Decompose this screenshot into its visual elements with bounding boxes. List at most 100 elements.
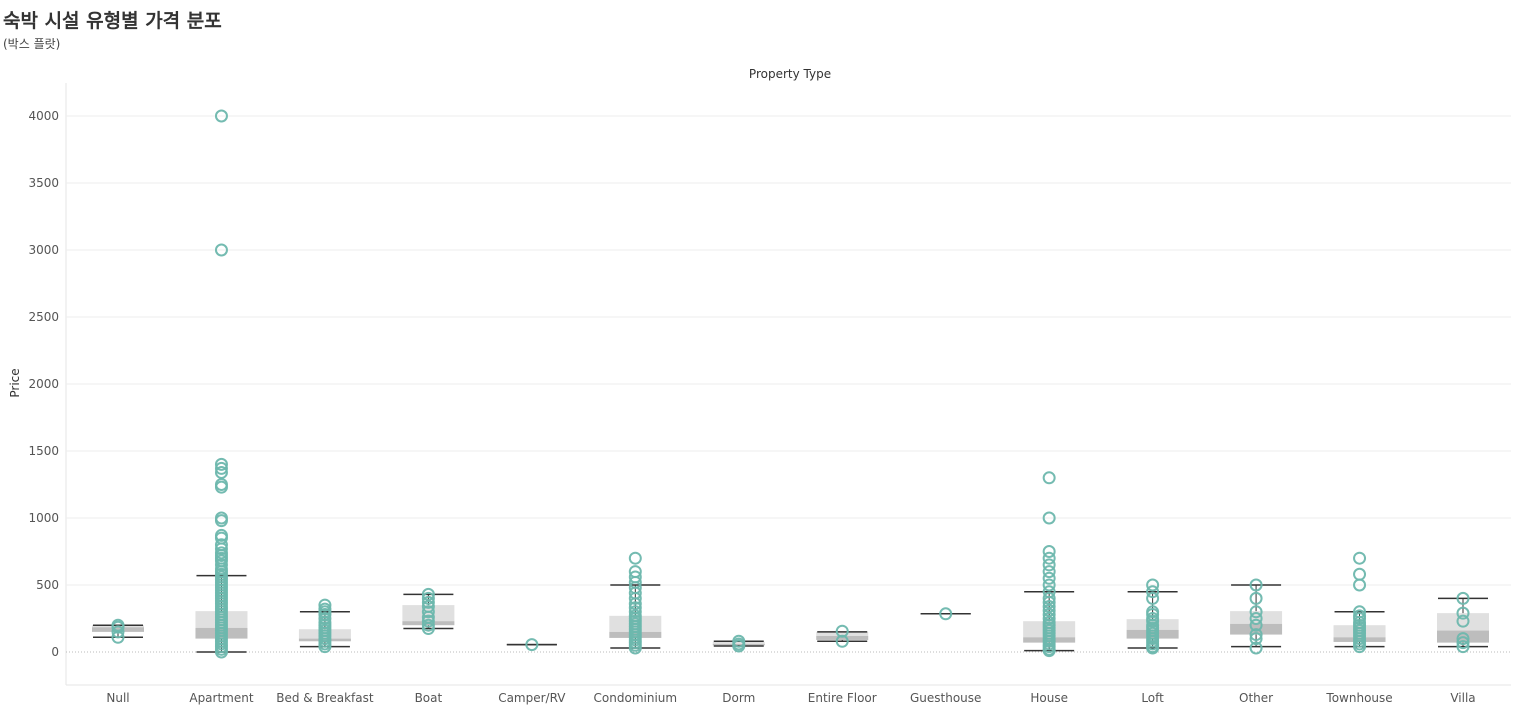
data-point	[421, 587, 435, 601]
data-point	[1146, 578, 1160, 592]
data-point	[421, 591, 435, 605]
data-point	[939, 607, 953, 621]
y-axis-ticks: 0 500 1000 1500 2000 2500 3000 3500 4000	[28, 109, 59, 659]
data-point	[1042, 565, 1056, 579]
data-point	[1042, 571, 1056, 585]
data-point	[318, 598, 332, 612]
y-tick-label: 1500	[28, 444, 59, 458]
data-point	[421, 614, 435, 628]
data-point	[628, 597, 642, 611]
data-point	[1249, 591, 1263, 605]
data-point	[421, 622, 435, 636]
data-point	[1146, 591, 1160, 605]
box-upper	[816, 631, 869, 636]
data-point	[318, 640, 332, 654]
data-point	[1042, 595, 1056, 609]
data-point	[214, 558, 228, 572]
box-lower	[816, 635, 869, 640]
data-point	[1249, 618, 1263, 632]
column-header: Property Type	[749, 67, 831, 81]
y-axis-label: Price	[8, 368, 22, 397]
data-point	[1042, 551, 1056, 565]
data-point	[1456, 614, 1470, 628]
data-point	[1456, 606, 1470, 620]
box-upper	[402, 605, 455, 622]
data-point	[835, 634, 849, 648]
x-tick-label: Dorm	[722, 691, 755, 705]
data-point	[628, 605, 642, 619]
data-point	[1146, 614, 1160, 628]
data-point	[214, 514, 228, 528]
x-tick-label: Townhouse	[1325, 691, 1392, 705]
box-lower	[1023, 637, 1076, 643]
x-tick-label: Apartment	[189, 691, 253, 705]
data-point	[421, 605, 435, 619]
data-point	[1249, 578, 1263, 592]
data-point	[1249, 612, 1263, 625]
data-point	[318, 612, 332, 625]
x-tick-label: Villa	[1450, 691, 1475, 705]
y-tick-label: 0	[51, 645, 59, 659]
data-point	[214, 457, 228, 471]
x-tick-label: Bed & Breakfast	[276, 691, 374, 705]
box-lower	[298, 638, 351, 642]
x-tick-label: Entire Floor	[808, 691, 877, 705]
data-points	[111, 109, 1470, 659]
data-point	[1042, 578, 1056, 592]
y-tick-label: 500	[36, 578, 59, 592]
y-tick-label: 3000	[28, 243, 59, 257]
chart-subtitle: (박스 플랏)	[3, 37, 61, 51]
box-upper	[1437, 613, 1489, 631]
data-point	[1353, 567, 1367, 581]
data-point	[214, 542, 228, 556]
data-point	[1456, 636, 1470, 650]
data-point	[1353, 551, 1367, 565]
data-point	[1249, 632, 1263, 646]
data-point	[111, 625, 125, 639]
data-point	[1042, 511, 1056, 525]
y-tick-label: 2500	[28, 310, 59, 324]
data-point	[214, 109, 228, 123]
x-tick-label: Other	[1239, 691, 1273, 705]
x-tick-label: Boat	[415, 691, 443, 705]
data-point	[628, 641, 642, 655]
data-point	[732, 639, 746, 653]
y-tick-label: 2000	[28, 377, 59, 391]
x-tick-label: House	[1030, 691, 1068, 705]
data-point	[1249, 641, 1263, 655]
data-point	[214, 465, 228, 479]
gridlines	[65, 83, 1511, 686]
x-tick-label: Guesthouse	[910, 691, 981, 705]
data-point	[214, 243, 228, 257]
y-tick-label: 4000	[28, 109, 59, 123]
data-point	[1042, 603, 1056, 617]
data-point	[1042, 558, 1056, 572]
chart-title: 숙박 시설 유형별 가격 분포	[3, 10, 222, 32]
data-point	[1456, 640, 1470, 654]
data-point	[1353, 640, 1367, 654]
data-point	[1042, 612, 1056, 625]
data-point	[421, 595, 435, 609]
data-point	[1146, 585, 1160, 599]
boxes	[92, 574, 1489, 653]
box-lower	[92, 627, 144, 632]
data-point	[214, 480, 228, 494]
box-lower	[712, 643, 765, 646]
data-point	[1353, 612, 1367, 625]
data-point	[1249, 605, 1263, 619]
data-point	[1249, 628, 1263, 642]
data-point	[1353, 578, 1367, 592]
data-point	[1146, 641, 1160, 655]
data-point	[525, 638, 539, 652]
x-tick-label: Null	[106, 691, 129, 705]
data-point	[1042, 471, 1056, 485]
data-point	[1042, 599, 1056, 613]
y-tick-label: 3500	[28, 176, 59, 190]
data-point	[214, 645, 228, 659]
data-point	[111, 618, 125, 632]
y-tick-label: 1000	[28, 511, 59, 525]
data-point	[1042, 591, 1056, 605]
box-upper	[1023, 621, 1076, 638]
data-point	[628, 551, 642, 565]
